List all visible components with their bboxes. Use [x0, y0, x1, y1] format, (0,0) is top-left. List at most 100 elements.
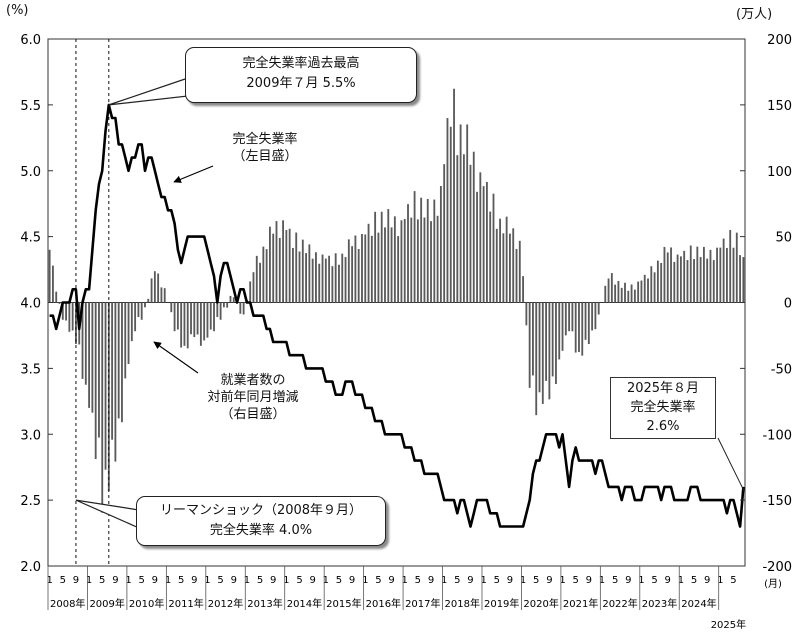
lehman-callout-pointer [75, 499, 140, 529]
month-tick-label: 1 [559, 575, 565, 586]
employment-bar [331, 266, 334, 303]
left-tick-label: 2.5 [20, 494, 41, 509]
employment-bar [269, 226, 271, 303]
employment-bar [686, 260, 689, 303]
month-tick-label: 1 [678, 575, 684, 586]
employment-bar [568, 302, 571, 332]
employment-bar [193, 302, 196, 338]
peak-callout-line2: 2009年７月 5.5% [246, 76, 356, 91]
employment-bar [413, 191, 416, 303]
right-tick-label: 50 [775, 231, 792, 246]
right-tick-label: 0 [784, 297, 792, 312]
employment-bar [380, 211, 383, 303]
employment-bar [397, 236, 400, 303]
month-tick-label: 1 [441, 575, 447, 586]
employment-bar [699, 257, 702, 303]
employment-bar [370, 235, 373, 303]
latest-value-pointer [717, 437, 745, 492]
employment-bar [292, 247, 294, 303]
employment-bar [249, 281, 252, 303]
latest-value-box: 2025年８月 完全失業率 2.6% [610, 377, 716, 439]
employment-bar [653, 272, 656, 303]
employment-bar [357, 249, 360, 303]
month-tick-label: 1 [283, 575, 289, 586]
employment-bar [68, 302, 71, 332]
employment-bar [446, 118, 449, 303]
employment-bar [308, 244, 311, 303]
employment-bar [591, 302, 594, 331]
employment-bar [65, 302, 68, 321]
employment-bar [426, 198, 429, 303]
month-tick-label: 1 [520, 575, 526, 586]
left-axis-unit: (%) [6, 3, 29, 18]
employment-bar [624, 282, 626, 303]
employment-bar [288, 228, 291, 303]
employment-bar [456, 155, 459, 303]
year-label: 2023年 [642, 597, 677, 610]
year-label: 2013年 [247, 597, 282, 610]
employment-bar [515, 249, 518, 303]
employment-bar [278, 237, 281, 303]
employment-bar [476, 191, 478, 303]
employment-bar [433, 199, 436, 303]
employment-bar [558, 302, 561, 360]
month-tick-label: 1 [717, 575, 723, 586]
employment-bar [206, 302, 209, 338]
employment-bar [551, 302, 554, 377]
month-tick-label: 1 [599, 575, 605, 586]
unemployment-rate-line [49, 103, 745, 528]
employment-bar [561, 302, 564, 351]
month-tick-label: 9 [349, 575, 355, 586]
month-tick-label: 9 [191, 575, 197, 586]
employment-bar [347, 239, 350, 303]
employment-bar [213, 302, 215, 332]
month-tick-label: 9 [309, 575, 315, 586]
right-tick-label: -100 [762, 428, 792, 443]
employment-bar [541, 302, 544, 404]
employment-bar [574, 302, 577, 353]
plot-frame [47, 38, 746, 567]
lehman-callout-line1: リーマンショック（2008年９月） [159, 503, 363, 518]
employment-bar [548, 302, 551, 400]
month-tick-label: 1 [362, 575, 368, 586]
employment-bar [144, 302, 146, 308]
month-tick-label: 5 [217, 575, 223, 586]
month-tick-label: 5 [691, 575, 697, 586]
right-tick-label: -150 [762, 494, 792, 509]
employment-bar [610, 273, 613, 303]
right-tick-label: 100 [767, 165, 792, 180]
employment-bar [203, 302, 206, 341]
employment-bar [147, 298, 150, 303]
employment-bar [670, 247, 672, 303]
month-tick-label: 9 [467, 575, 473, 586]
employment-bar [318, 263, 321, 303]
year-label: 2017年 [405, 597, 440, 610]
month-tick-label: 9 [428, 575, 434, 586]
employment-bar [111, 302, 114, 440]
employment-bar [114, 302, 117, 462]
employment-bar [719, 247, 722, 303]
month-tick-label: 5 [375, 575, 381, 586]
employment-bar [170, 302, 173, 313]
employment-bar [94, 302, 97, 460]
left-tick-label: 3.0 [20, 428, 41, 443]
employment-bar [393, 216, 396, 303]
employment-bar [324, 258, 327, 303]
employment-bar [416, 219, 419, 303]
employment-bar [522, 276, 524, 303]
month-tick-label: 5 [60, 575, 66, 586]
employment-bar [630, 284, 633, 303]
employment-bar [344, 257, 347, 303]
employment-bar [617, 280, 620, 303]
month-tick-label: 9 [546, 575, 552, 586]
employment-bar [262, 246, 265, 303]
employment-bar [71, 302, 74, 331]
employment-bar [439, 186, 442, 303]
month-tick-label: 1 [86, 575, 92, 586]
employment-bar [180, 302, 183, 348]
employment-bar [338, 264, 340, 303]
month-tick-label: 1 [46, 575, 52, 586]
employment-bar [729, 229, 732, 303]
month-tick-label: 9 [231, 575, 237, 586]
employment-bar [742, 257, 745, 303]
